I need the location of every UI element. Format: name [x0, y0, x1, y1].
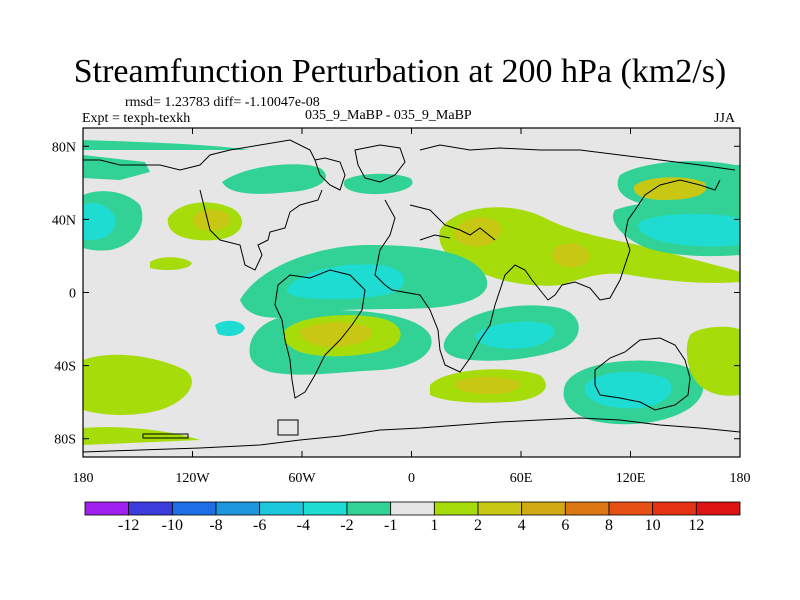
colorbar-label: -8 [209, 517, 223, 534]
y-tick-label: 80S [54, 433, 76, 448]
region-neg-small-pacific [215, 320, 245, 336]
colorbar-swatch [652, 501, 697, 516]
experiment-label: Expt = texph-texkh [82, 111, 191, 126]
colorbar-swatch [564, 501, 610, 516]
axis-ticks [82, 128, 741, 457]
region-neg-north-pacific-west [83, 203, 116, 240]
x-tick-label: 0 [408, 471, 415, 486]
coast-small-island [277, 419, 299, 436]
region-pos-south-atlantic-africa [454, 376, 521, 395]
colorbar-label: -6 [252, 517, 267, 534]
colorbar-label: 10 [644, 517, 661, 534]
coastline-layer [83, 139, 740, 453]
region-pos-east-asia-core [453, 217, 501, 247]
x-tick-label: 120E [616, 471, 646, 486]
colorbar-label: 12 [688, 517, 705, 534]
region-neg-north-pacific-east [83, 155, 150, 180]
colorbar-label: -10 [161, 517, 183, 534]
season-label: JJA [714, 111, 736, 126]
region-pos-east-asia-core-2 [552, 243, 590, 268]
region-pos-australia-east [686, 326, 740, 396]
region-neg-arctic-band [83, 140, 250, 150]
region-pos-south-america [299, 322, 372, 347]
y-tick-label: 80N [52, 140, 76, 155]
region-pos-south-pacific [83, 354, 192, 415]
colorbar-swatch [695, 501, 741, 516]
colorbar-label: 2 [474, 517, 482, 534]
comparison-label: 035_9_MaBP - 035_9_MaBP [305, 108, 472, 123]
colorbar-swatch [302, 501, 348, 516]
colorbar-label: 6 [561, 517, 570, 534]
colorbar-swatch [215, 501, 261, 516]
colorbar-swatch [171, 501, 217, 516]
colorbar-swatch [433, 501, 479, 516]
region-neg-australia-south [584, 371, 672, 409]
coast-australia [594, 337, 691, 411]
region-neg-north-pacific-asia [638, 213, 740, 247]
colorbar-swatch [608, 501, 654, 516]
colorbar-label: -2 [340, 517, 354, 534]
colorbar-label: -12 [117, 517, 140, 534]
colorbar-swatch [521, 501, 566, 516]
contour-fill-layer [83, 140, 740, 445]
region-pos-north-pacific-center [193, 209, 231, 231]
region-neg-arctic-europe [343, 173, 413, 195]
coast-eurasia-africa [374, 144, 736, 373]
region-pos-northeast-asia [634, 177, 707, 200]
x-tick-label: 180 [73, 471, 94, 486]
coast-antarctica [83, 417, 740, 453]
coast-north-america [83, 139, 346, 271]
region-pos-far-south [83, 427, 200, 445]
colorbar-swatch [477, 501, 523, 516]
axis-tick-labels: 180 120W 60W 0 60E 120E 180 80N 40N 0 40S 80S [52, 140, 751, 486]
y-tick-label: 40N [52, 213, 76, 228]
colorbar-label: -4 [296, 517, 310, 534]
colorbar-swatch [390, 501, 435, 516]
y-tick-label: 40S [54, 360, 76, 375]
colorbar-label: 1 [430, 517, 439, 534]
colorbar [84, 501, 741, 516]
region-neg-north-atlantic [222, 164, 326, 194]
colorbar-swatch [84, 501, 130, 516]
coast-small-island-2 [142, 433, 189, 439]
x-tick-label: 60E [510, 471, 533, 486]
coast-south-america [274, 269, 366, 399]
region-neg-indian-ocean [475, 321, 555, 349]
coast-greenland [354, 144, 406, 183]
colorbar-swatch [346, 501, 392, 516]
colorbar-label: 4 [517, 517, 526, 534]
x-tick-label: 60W [288, 471, 316, 486]
plot-title: Streamfunction Perturbation at 200 hPa (… [73, 53, 727, 90]
colorbar-swatch [128, 501, 173, 516]
colorbar-label: 8 [605, 517, 613, 534]
y-tick-label: 0 [69, 287, 76, 302]
x-tick-label: 180 [730, 471, 751, 486]
region-pos-tropical-east-pacific [150, 257, 192, 271]
stats-text: rmsd= 1.23783 diff= -1.10047e-08 [125, 95, 320, 110]
x-tick-label: 120W [175, 471, 210, 486]
colorbar-swatch [259, 501, 304, 516]
colorbar-label: -1 [383, 517, 398, 534]
